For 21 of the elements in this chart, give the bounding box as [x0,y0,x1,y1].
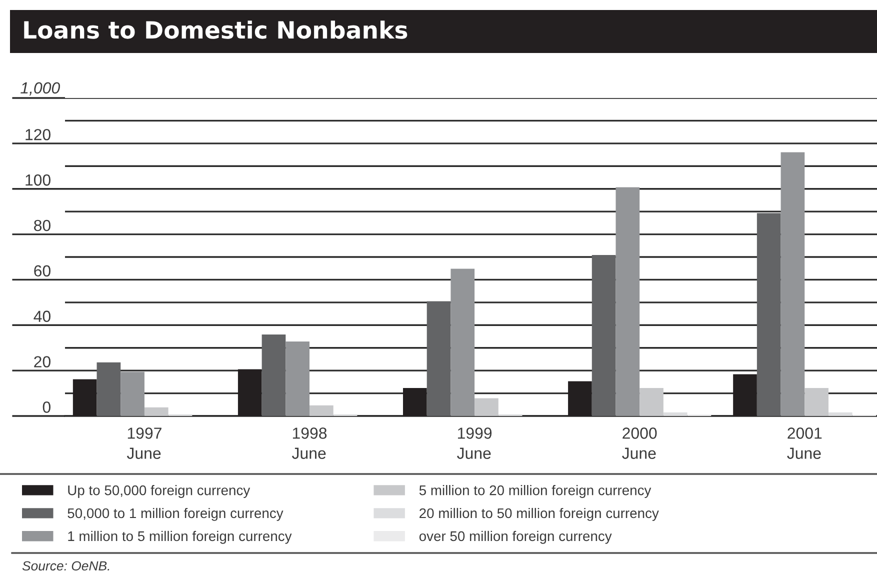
x-tick-label: 1998 June [292,428,327,459]
x-tick-label: 1997 June [126,428,162,459]
legend-label: 1 million to 5 million foreign currency [68,530,292,544]
x-tick-label: 2001 June [787,428,822,459]
legend-label: 5 million to 20 million foreign currency [419,485,652,498]
y-tick-label: 60 [34,265,50,277]
legend-label: Up to 50,000 foreign currency [68,485,250,498]
x-tick-label: 2000 June [622,428,657,459]
y-tick-label: 0 [42,402,50,413]
legend-label: 50,000 to 1 million foreign currency [68,508,284,521]
x-tick-label: 1999 June [457,428,492,459]
y-tick-label: 100 [26,174,50,186]
legend-label: over 50 million foreign currency [419,530,612,544]
y-tick-label: 80 [34,220,50,232]
legend-label: 20 million to 50 million foreign currency [420,508,659,521]
source-note: Source: OeNB. [22,561,110,571]
y-tick-label: 40 [34,310,50,322]
chart-title: Loans to Domestic Nonbanks [24,20,408,39]
y-tick-label: 120 [26,128,50,140]
y-tick-label: 20 [34,356,50,368]
y-axis-title: 1,000 [20,82,60,96]
